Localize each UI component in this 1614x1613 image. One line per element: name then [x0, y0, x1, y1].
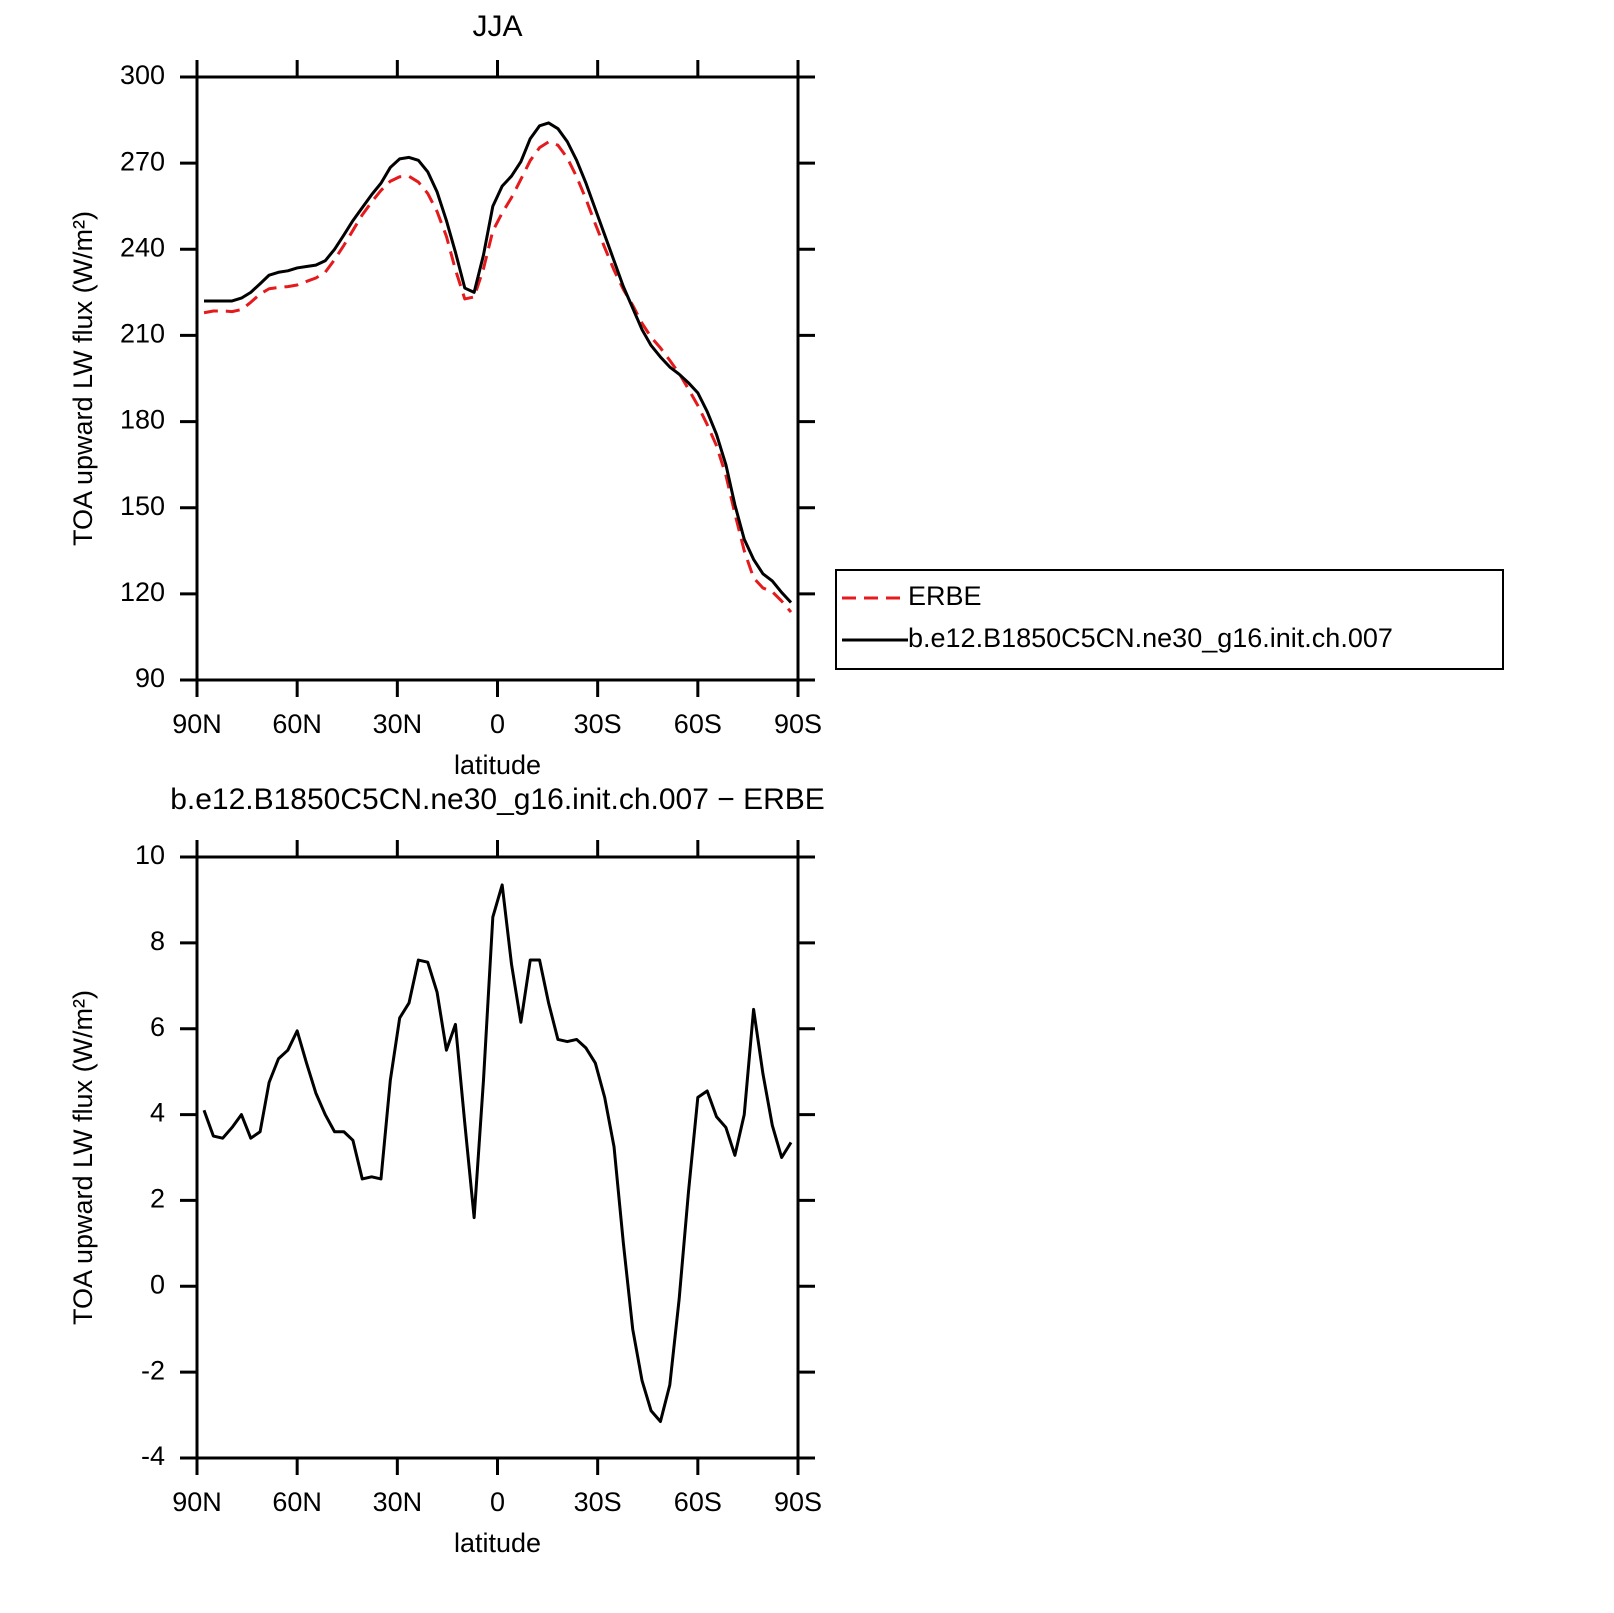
x-tick-label: 90N	[172, 1487, 222, 1517]
chart-title: b.e12.B1850C5CN.ne30_g16.init.ch.007 − E…	[170, 783, 825, 816]
x-tick-label: 60S	[674, 1487, 722, 1517]
x-tick-label: 30S	[574, 1487, 622, 1517]
y-tick-label: 180	[120, 405, 165, 435]
y-tick-label: 4	[150, 1098, 165, 1128]
y-tick-label: 240	[120, 232, 165, 262]
plot-frame	[195, 855, 800, 1460]
y-tick-label: 0	[150, 1269, 165, 1299]
x-tick-label: 0	[490, 709, 505, 739]
y-tick-label: 270	[120, 146, 165, 176]
y-axis-label: TOA upward LW flux (W/m²)	[68, 211, 98, 546]
x-axis-label: latitude	[454, 1528, 541, 1558]
series-line	[203, 140, 793, 614]
x-tick-label: 60S	[674, 709, 722, 739]
y-tick-label: -4	[141, 1441, 165, 1471]
y-axis-label: TOA upward LW flux (W/m²)	[68, 990, 98, 1325]
plot-frame	[195, 75, 800, 682]
y-tick-label: 8	[150, 926, 165, 956]
y-tick-label: 90	[135, 663, 165, 693]
x-tick-label: 90S	[774, 709, 822, 739]
y-tick-label: -2	[141, 1355, 165, 1385]
chart-title: JJA	[472, 10, 522, 43]
y-tick-label: 300	[120, 60, 165, 90]
y-tick-label: 150	[120, 491, 165, 521]
x-tick-label: 60N	[272, 1487, 322, 1517]
y-tick-label: 2	[150, 1184, 165, 1214]
x-tick-label: 90S	[774, 1487, 822, 1517]
legend-box	[835, 569, 1504, 670]
y-tick-label: 6	[150, 1012, 165, 1042]
x-tick-label: 30S	[574, 709, 622, 739]
x-tick-label: 60N	[272, 709, 322, 739]
legend-label: b.e12.B1850C5CN.ne30_g16.init.ch.007	[908, 623, 1393, 653]
y-tick-label: 210	[120, 319, 165, 349]
y-tick-label: 120	[120, 577, 165, 607]
x-tick-label: 30N	[373, 709, 423, 739]
series-line	[204, 121, 793, 604]
y-tick-label: 10	[135, 840, 165, 870]
x-axis-label: latitude	[454, 750, 541, 780]
x-tick-label: 0	[490, 1487, 505, 1517]
x-tick-label: 30N	[373, 1487, 423, 1517]
legend-label: ERBE	[908, 581, 982, 611]
x-tick-label: 90N	[172, 709, 222, 739]
series-line	[202, 883, 793, 1424]
